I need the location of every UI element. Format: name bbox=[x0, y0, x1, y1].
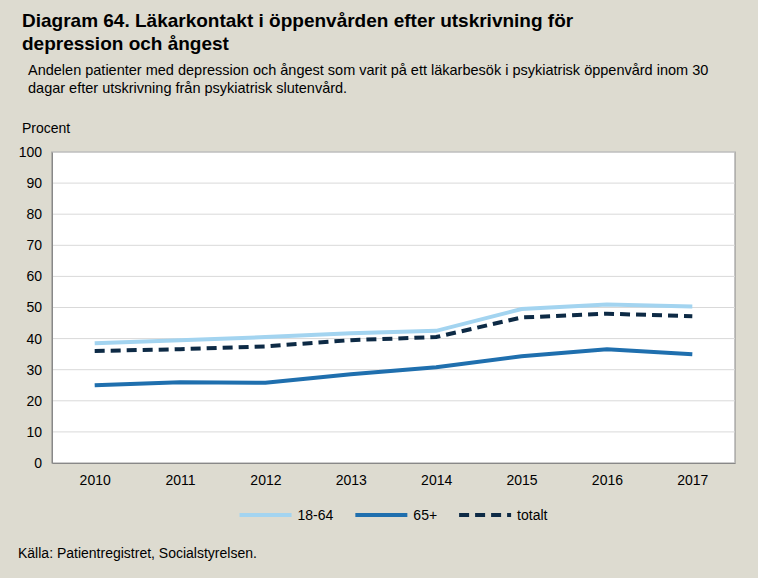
legend-item: 18-64 bbox=[240, 507, 334, 523]
y-axis-title: Procent bbox=[22, 120, 70, 136]
grid-line bbox=[52, 307, 735, 308]
grid-line bbox=[52, 463, 735, 464]
y-axis-line bbox=[52, 153, 53, 464]
tick: 2011 bbox=[166, 463, 196, 488]
tick: 2010 bbox=[80, 463, 111, 488]
tick: 70 bbox=[26, 237, 52, 253]
tick-label: 60 bbox=[26, 268, 42, 284]
text-line: depression och ångest bbox=[22, 33, 230, 54]
legend-label: 18-64 bbox=[298, 507, 334, 523]
tick-label: 100 bbox=[19, 144, 43, 160]
grid-line bbox=[52, 214, 735, 215]
series-line bbox=[95, 304, 693, 343]
tick-label: 20 bbox=[26, 393, 42, 409]
grid-line bbox=[52, 245, 735, 246]
series-line bbox=[95, 349, 693, 385]
tick: 100 bbox=[19, 144, 52, 160]
grid-line bbox=[52, 152, 735, 153]
tick-label: 2015 bbox=[506, 472, 537, 488]
tick: 50 bbox=[26, 299, 52, 315]
tick: 40 bbox=[26, 331, 52, 347]
tick-label: 2014 bbox=[421, 472, 452, 488]
tick: 30 bbox=[26, 362, 52, 378]
grid-line bbox=[52, 183, 735, 184]
tick: 2014 bbox=[421, 463, 452, 488]
background bbox=[0, 0, 758, 578]
tick-label: 0 bbox=[34, 455, 42, 471]
series-line bbox=[95, 314, 693, 351]
tick: 2015 bbox=[506, 463, 537, 488]
plot-area bbox=[52, 152, 735, 463]
tick: 2016 bbox=[592, 463, 623, 488]
tick: 10 bbox=[26, 424, 52, 440]
title: Diagram 64. Läkarkontakt i öppenvården e… bbox=[22, 10, 574, 54]
tick-label: 70 bbox=[26, 237, 42, 253]
tick-label: 50 bbox=[26, 299, 42, 315]
tick-label: 40 bbox=[26, 331, 42, 347]
tick-label: 2017 bbox=[677, 472, 708, 488]
tick: 20 bbox=[26, 393, 52, 409]
series-group bbox=[95, 304, 693, 385]
legend-label: totalt bbox=[517, 507, 547, 523]
legend: 18-64 65+ totalt bbox=[240, 507, 548, 523]
legend-label: 65+ bbox=[413, 507, 437, 523]
tick-label: 2012 bbox=[250, 472, 281, 488]
grid-line bbox=[52, 400, 735, 401]
tick: 90 bbox=[26, 175, 52, 191]
grid-line bbox=[52, 276, 735, 277]
chart: Diagram 64. Läkarkontakt i öppenvården e… bbox=[0, 0, 758, 578]
tick: 80 bbox=[26, 206, 52, 222]
tick: 60 bbox=[26, 268, 52, 284]
tick-label: 30 bbox=[26, 362, 42, 378]
legend-item: totalt bbox=[459, 507, 547, 523]
tick: 2013 bbox=[336, 463, 367, 488]
legend-item: 65+ bbox=[355, 507, 437, 523]
tick-label: 10 bbox=[26, 424, 42, 440]
grid bbox=[52, 152, 735, 463]
grid-line bbox=[52, 338, 735, 339]
legend-swatch bbox=[240, 513, 292, 517]
source: Källa: Patientregistret, Socialstyrelsen… bbox=[18, 545, 257, 561]
text-line: Diagram 64. Läkarkontakt i öppenvården e… bbox=[22, 10, 574, 31]
text-line: dagar efter utskrivning från psykiatrisk… bbox=[28, 80, 347, 96]
grid-line bbox=[52, 431, 735, 432]
legend-swatch bbox=[355, 513, 407, 517]
tick-label: 2016 bbox=[592, 472, 623, 488]
tick-label: 2013 bbox=[336, 472, 367, 488]
y-axis: 0 10 20 30 40 50 60 70 80 90 100 bbox=[19, 144, 53, 471]
tick-label: 80 bbox=[26, 206, 42, 222]
tick: 2017 bbox=[677, 463, 708, 488]
tick-label: 90 bbox=[26, 175, 42, 191]
subtitle: Andelen patienter med depression och ång… bbox=[28, 62, 708, 96]
legend-swatch bbox=[459, 513, 511, 517]
x-axis: 2010 2011 2012 2013 2014 2015 2016 2017 bbox=[53, 463, 736, 488]
tick-label: 2010 bbox=[80, 472, 111, 488]
x-axis-line bbox=[53, 463, 736, 464]
text-line: Andelen patienter med depression och ång… bbox=[28, 62, 708, 78]
tick-label: 2011 bbox=[166, 472, 196, 488]
tick: 2012 bbox=[250, 463, 281, 488]
tick: 0 bbox=[34, 455, 52, 471]
